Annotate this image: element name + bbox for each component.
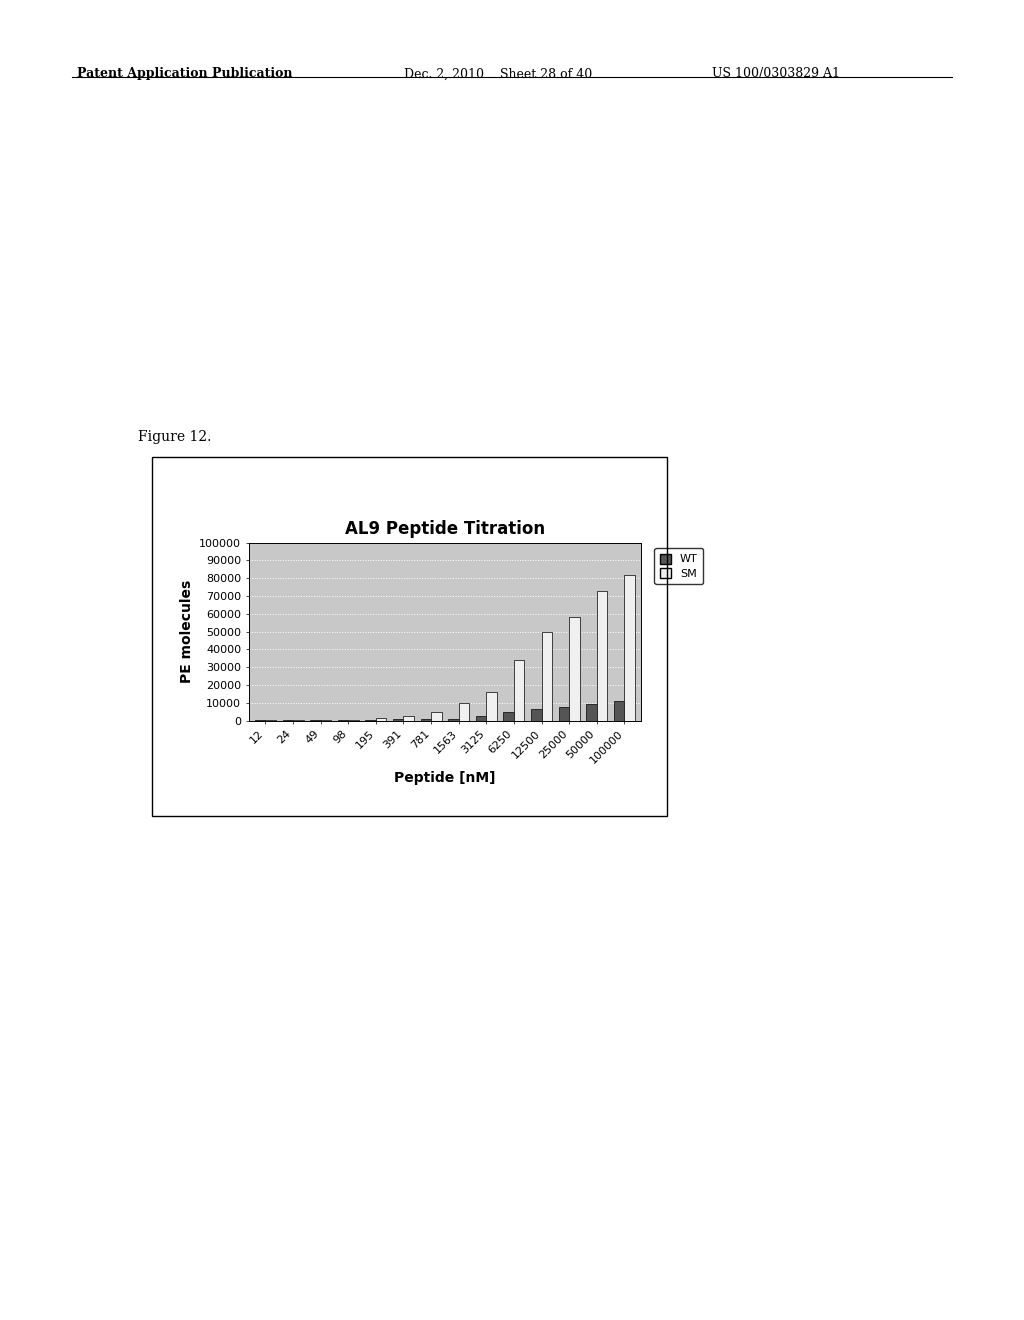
Bar bbox=[569, 618, 580, 721]
Bar bbox=[614, 701, 625, 721]
Bar bbox=[449, 718, 459, 721]
Title: AL9 Peptide Titration: AL9 Peptide Titration bbox=[345, 520, 545, 539]
Bar bbox=[376, 718, 386, 721]
Legend: WT, SM: WT, SM bbox=[654, 548, 703, 583]
Text: Dec. 2, 2010    Sheet 28 of 40: Dec. 2, 2010 Sheet 28 of 40 bbox=[404, 67, 593, 81]
Text: Figure 12.: Figure 12. bbox=[138, 430, 212, 445]
Bar bbox=[542, 632, 552, 721]
X-axis label: Peptide [nM]: Peptide [nM] bbox=[394, 771, 496, 784]
Bar bbox=[403, 717, 414, 721]
Bar bbox=[597, 590, 607, 721]
Text: US 100/0303829 A1: US 100/0303829 A1 bbox=[712, 67, 840, 81]
Bar bbox=[559, 708, 569, 721]
Bar bbox=[587, 704, 597, 721]
Y-axis label: PE molecules: PE molecules bbox=[179, 579, 194, 684]
Bar bbox=[431, 711, 441, 721]
Bar bbox=[531, 709, 542, 721]
Bar bbox=[504, 713, 514, 721]
Bar bbox=[625, 574, 635, 721]
Bar bbox=[514, 660, 524, 721]
Bar bbox=[459, 702, 469, 721]
Bar bbox=[486, 692, 497, 721]
Bar bbox=[476, 715, 486, 721]
Bar bbox=[421, 719, 431, 721]
Text: Patent Application Publication: Patent Application Publication bbox=[77, 67, 292, 81]
